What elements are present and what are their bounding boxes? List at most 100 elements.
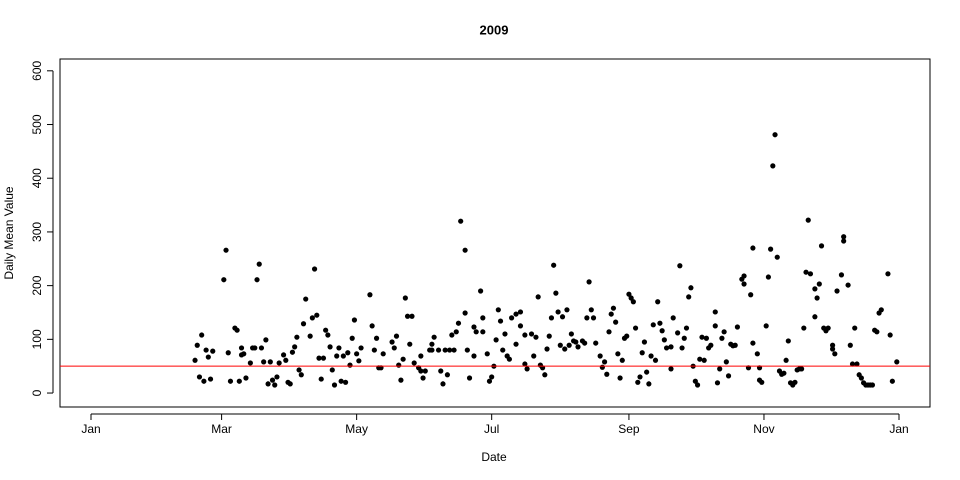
- point: [276, 360, 282, 366]
- point: [489, 374, 495, 380]
- point: [535, 294, 541, 300]
- point: [513, 311, 519, 317]
- point: [834, 288, 840, 294]
- point: [221, 277, 227, 283]
- point: [524, 366, 530, 372]
- point: [267, 359, 273, 365]
- point: [750, 340, 756, 346]
- point: [480, 315, 486, 321]
- point: [263, 337, 269, 343]
- point: [274, 374, 280, 380]
- point: [497, 318, 504, 324]
- point: [546, 333, 552, 339]
- point: [471, 324, 477, 330]
- point: [367, 292, 373, 298]
- point: [741, 281, 747, 287]
- point: [812, 286, 818, 292]
- point: [358, 345, 364, 351]
- point: [391, 345, 397, 351]
- point: [294, 334, 300, 340]
- point: [404, 313, 411, 319]
- x-tick-label: Jan: [889, 422, 908, 436]
- point: [858, 375, 864, 381]
- point: [814, 295, 820, 301]
- point: [878, 307, 884, 313]
- point: [553, 290, 559, 296]
- point: [590, 315, 597, 321]
- point: [517, 309, 524, 315]
- point: [411, 360, 417, 366]
- point: [652, 357, 659, 363]
- point: [287, 381, 293, 387]
- point: [548, 315, 555, 321]
- point: [252, 345, 258, 351]
- point: [369, 323, 375, 329]
- point: [431, 334, 437, 340]
- point: [604, 371, 610, 377]
- point: [272, 382, 278, 388]
- point: [750, 245, 756, 251]
- point: [438, 368, 444, 374]
- point: [314, 312, 320, 318]
- point: [500, 347, 506, 353]
- point: [805, 217, 811, 223]
- point: [681, 335, 687, 341]
- point: [661, 337, 667, 343]
- point: [588, 307, 594, 313]
- point: [807, 271, 814, 277]
- point: [199, 332, 205, 338]
- point: [759, 379, 765, 385]
- point: [781, 370, 787, 376]
- point: [243, 375, 249, 381]
- point: [725, 373, 732, 379]
- point: [894, 359, 900, 365]
- plot-box: [59, 58, 931, 408]
- point: [659, 328, 665, 334]
- point: [644, 369, 650, 375]
- point: [615, 351, 621, 357]
- x-tick-label: Jan: [81, 422, 100, 436]
- point: [409, 313, 415, 319]
- point: [345, 350, 351, 356]
- point: [748, 292, 754, 298]
- point: [544, 346, 550, 352]
- point: [389, 339, 395, 345]
- point: [227, 378, 234, 384]
- point: [675, 330, 681, 336]
- point: [449, 332, 455, 338]
- point: [637, 374, 643, 380]
- point: [624, 333, 630, 339]
- point: [442, 347, 448, 353]
- point: [234, 327, 240, 333]
- point: [280, 352, 287, 358]
- point: [393, 333, 400, 339]
- point: [641, 339, 648, 345]
- point: [799, 366, 805, 372]
- point: [768, 246, 774, 252]
- point: [513, 341, 519, 347]
- point: [331, 382, 338, 388]
- point: [885, 271, 891, 277]
- point: [373, 335, 380, 341]
- point: [292, 344, 298, 350]
- point: [829, 342, 836, 348]
- y-axis-label: Daily Mean Value: [2, 186, 16, 279]
- point: [289, 349, 296, 355]
- point: [712, 323, 718, 329]
- point: [429, 341, 435, 347]
- y-tick-label: 0: [30, 389, 44, 396]
- point: [646, 381, 652, 387]
- point: [298, 372, 304, 378]
- point: [265, 381, 271, 387]
- point: [679, 345, 685, 351]
- point: [398, 377, 404, 383]
- point: [854, 361, 860, 367]
- point: [447, 347, 453, 353]
- point: [342, 379, 349, 385]
- point: [852, 325, 858, 331]
- point: [557, 342, 563, 348]
- point: [236, 378, 242, 384]
- point: [453, 329, 459, 335]
- point: [692, 378, 698, 384]
